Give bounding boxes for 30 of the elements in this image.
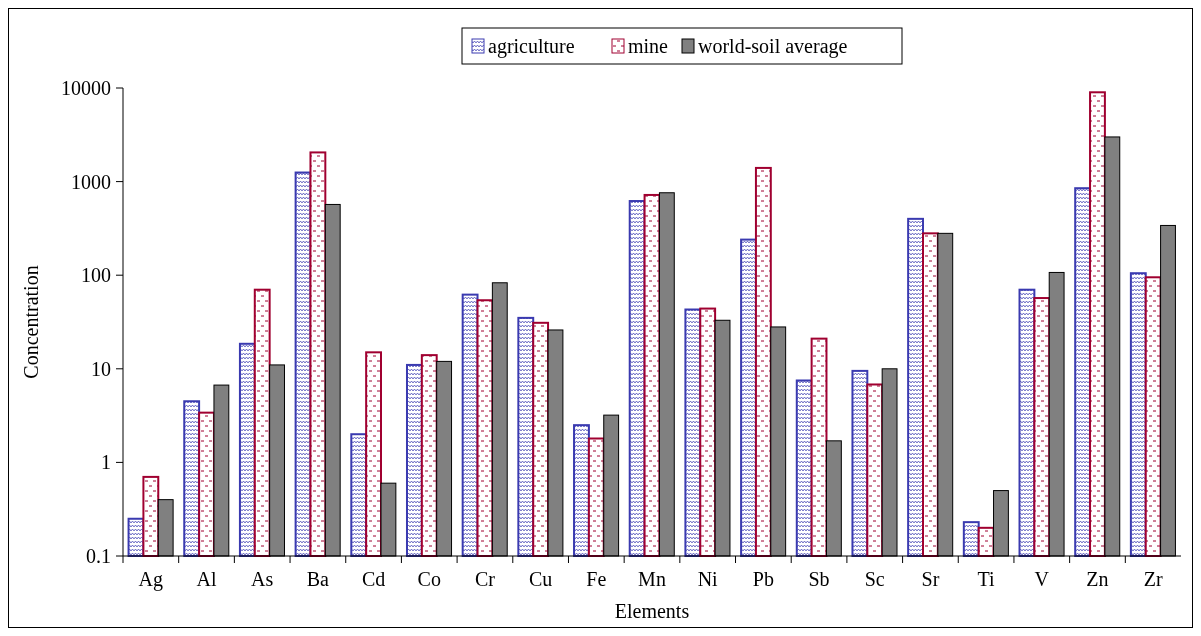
x-tick-label: Al — [196, 568, 217, 590]
y-tick-label: 100 — [81, 264, 111, 287]
x-tick-label: Cd — [361, 568, 386, 590]
y-tick-label: 1000 — [71, 170, 111, 193]
x-tick-label: As — [251, 568, 274, 590]
y-tick-label: 1 — [101, 451, 111, 474]
x-tick-label: Cu — [528, 568, 553, 590]
x-tick-label: Pb — [752, 568, 774, 590]
x-tick-label: Ni — [697, 568, 719, 590]
y-axis-title: Concentration — [20, 265, 42, 379]
x-tick-label: Ba — [306, 568, 330, 590]
x-tick-label: Ag — [138, 568, 164, 591]
y-tick-label: 10000 — [61, 77, 111, 99]
legend-label: agriculture — [488, 35, 575, 58]
y-tick-label: 10 — [91, 357, 111, 380]
x-tick-label: Sc — [864, 568, 885, 590]
y-tick-label: 0.1 — [86, 545, 111, 567]
x-tick-label: Co — [417, 568, 441, 590]
x-tick-label: Sr — [921, 568, 940, 590]
x-tick-label: Mn — [638, 568, 666, 590]
legend-label: mine — [628, 35, 669, 57]
legend-label: world-soil average — [698, 35, 848, 58]
x-tick-label: Fe — [586, 568, 607, 590]
x-tick-label: Cr — [474, 568, 496, 590]
x-tick-label: Zn — [1086, 568, 1109, 590]
x-tick-label: Zr — [1143, 568, 1163, 590]
x-tick-label: Ti — [977, 568, 996, 590]
x-tick-label: Sb — [808, 568, 830, 590]
x-axis-title: Elements — [614, 600, 690, 622]
x-tick-label: V — [1034, 568, 1050, 590]
